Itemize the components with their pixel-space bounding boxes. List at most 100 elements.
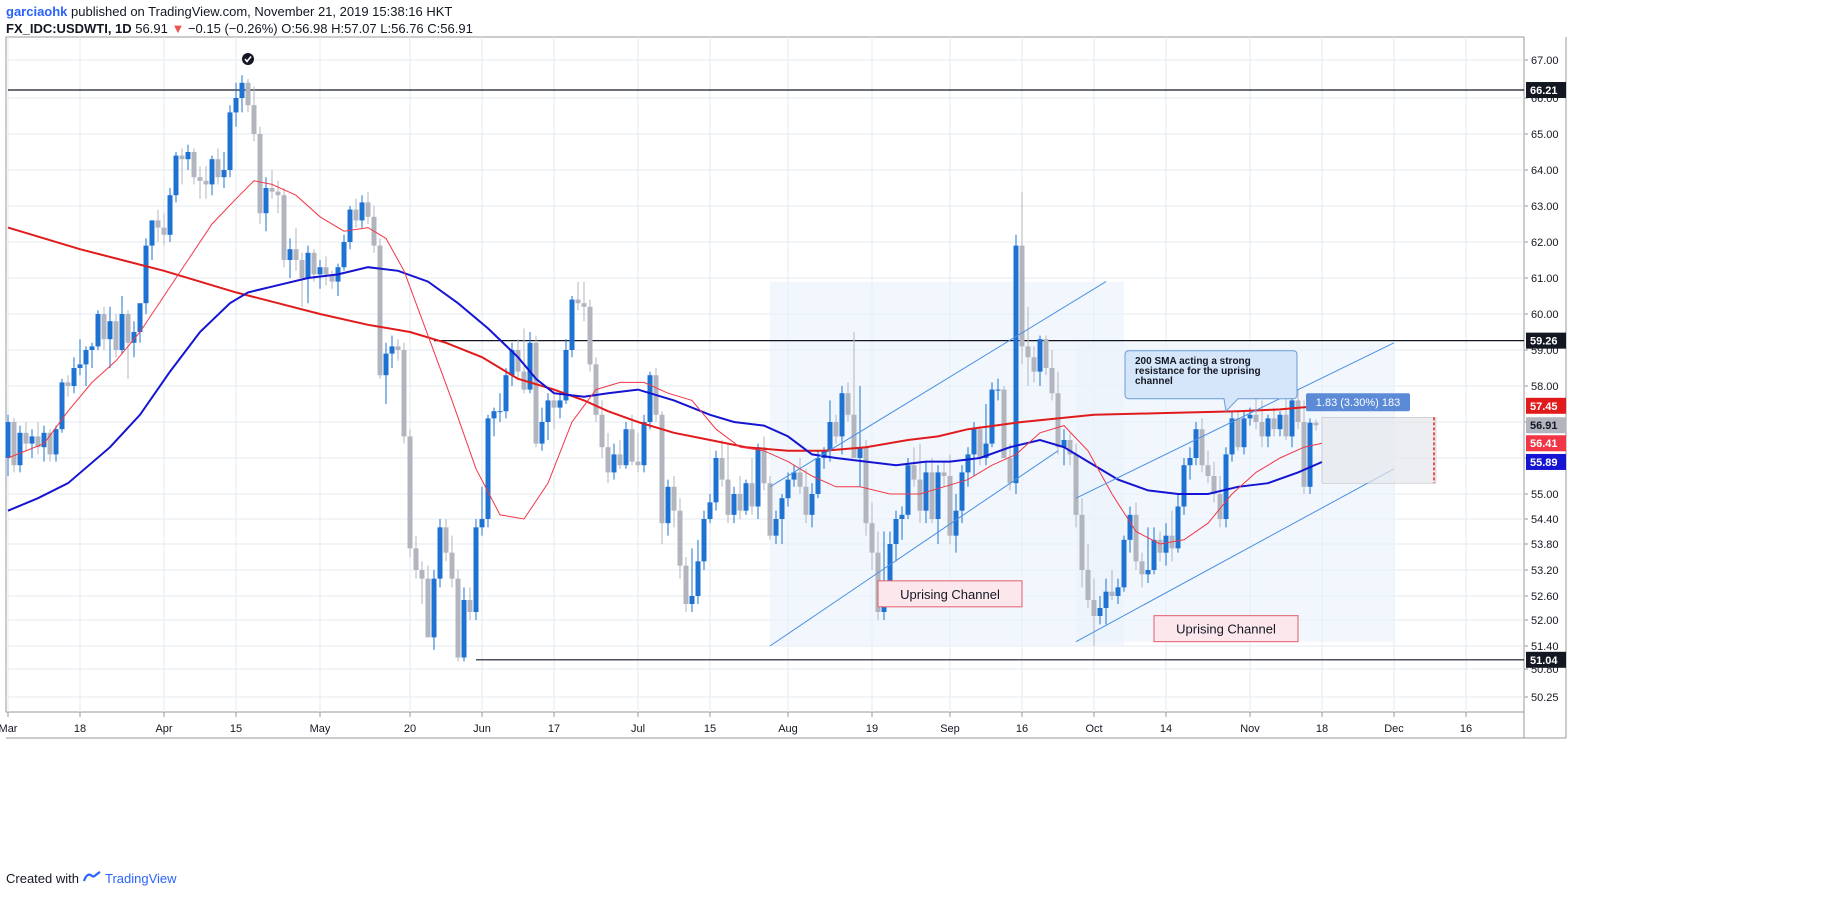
x-tick-label: Dec [1384, 723, 1404, 735]
candle-body [155, 220, 161, 228]
channel-label-box [877, 580, 1023, 608]
candle-body [1151, 539, 1157, 570]
candle-body [59, 382, 65, 430]
price-tag [1526, 435, 1566, 452]
candle-body [599, 414, 605, 448]
candle-body [323, 267, 329, 275]
candle-body [1007, 458, 1013, 484]
candle-body [245, 82, 251, 106]
price-tag-label: 57.45 [1530, 401, 1558, 413]
candle-body [443, 527, 449, 553]
x-tick-label: Jul [631, 723, 645, 735]
candle-body [113, 321, 119, 350]
level-price-label: 59.26 [1530, 336, 1558, 348]
symbol-info: FX_IDC:USDWTI, 1D 56.91 ▼ −0.15 (−0.26%)… [6, 21, 473, 36]
candle-body [407, 436, 413, 549]
candle-body [185, 152, 191, 160]
candle-body [317, 267, 323, 275]
candle-body [587, 306, 593, 365]
candle-body [1283, 414, 1289, 437]
candle-body [455, 578, 461, 658]
candle-body [917, 479, 923, 511]
candle-body [1073, 454, 1079, 515]
candle-body [893, 519, 899, 544]
candle-body [1127, 514, 1133, 540]
axes: 50.2550.8051.4052.0052.6053.2053.8054.40… [0, 55, 1566, 735]
symbol-name[interactable]: FX_IDC:USDWTI, 1D [6, 21, 132, 36]
candle-body [581, 303, 587, 307]
channel-label-text: Uprising Channel [1176, 622, 1276, 637]
candle-body [1019, 245, 1025, 347]
candle-body [1103, 591, 1109, 608]
channel-upper-line [769, 281, 1107, 488]
candle-body [1097, 608, 1103, 616]
candle-body [977, 429, 983, 458]
candle-body [665, 486, 671, 524]
x-tick-label: 20 [404, 723, 416, 735]
candle-body [1265, 418, 1271, 437]
candle-body [1223, 454, 1229, 519]
candle-body [479, 519, 485, 528]
y-tick-label: 52.60 [1531, 591, 1559, 603]
level-price-tag [1526, 82, 1566, 99]
candle-body [737, 494, 743, 511]
candle-body [647, 375, 653, 422]
price-tag [1526, 417, 1566, 434]
candle-body [401, 350, 407, 437]
candle-body [1163, 535, 1169, 553]
candle-body [437, 527, 443, 579]
candle-body [491, 411, 497, 419]
y-tick-label: 62.00 [1531, 237, 1559, 249]
author-link[interactable]: garciaohk [6, 4, 68, 19]
candle-body [221, 170, 227, 178]
candle-body [551, 400, 557, 408]
candle-body [71, 368, 77, 386]
candle-body [311, 252, 317, 275]
candle-body [557, 400, 563, 408]
price-tag [1526, 397, 1566, 414]
candle-body [1307, 422, 1313, 487]
callout-text-line: channel [1135, 376, 1173, 387]
candle-body [485, 418, 491, 519]
candle-body [905, 465, 911, 515]
candle-body [233, 98, 239, 113]
y-tick-label: 50.25 [1531, 692, 1559, 704]
candle-body [209, 159, 215, 185]
candle-body [503, 375, 509, 412]
candle-body [305, 252, 311, 278]
candle-body [77, 364, 83, 368]
candle-body [179, 155, 185, 160]
candle-body [395, 346, 401, 350]
candle-body [719, 458, 725, 480]
candle-body [137, 303, 143, 332]
candle-body [449, 552, 455, 579]
publish-text: published on TradingView.com, November 2… [71, 4, 453, 19]
tradingview-link[interactable]: TradingView [104, 871, 177, 886]
candle-body [353, 209, 359, 221]
measure-label-text: 1.83 (3.30%) 183 [1316, 397, 1400, 409]
candle-body [869, 523, 875, 553]
candle-body [269, 188, 275, 192]
candle-body [167, 195, 173, 235]
sma50-line [7, 266, 1323, 512]
callout-text-line: 200 SMA acting a strong [1135, 356, 1251, 367]
candle-body [275, 191, 281, 196]
candle-body [1043, 339, 1049, 368]
candle-body [47, 432, 53, 455]
callout-bubble [1124, 350, 1298, 413]
candle-body [131, 332, 137, 343]
moving-averages [7, 180, 1323, 545]
x-tick-label: 18 [74, 723, 86, 735]
candle-body [215, 159, 221, 178]
candle-body [257, 134, 263, 214]
y-tick-label: 64.00 [1531, 165, 1559, 177]
candle-body [1031, 357, 1037, 372]
horizontal-levels [8, 89, 1524, 661]
created-with-text: Created with [6, 871, 79, 886]
y-tick-label: 67.00 [1531, 55, 1559, 67]
candle-body [989, 389, 995, 444]
candle-body [251, 105, 257, 134]
candle-body [683, 565, 689, 604]
y-tick-label: 54.40 [1531, 514, 1559, 526]
